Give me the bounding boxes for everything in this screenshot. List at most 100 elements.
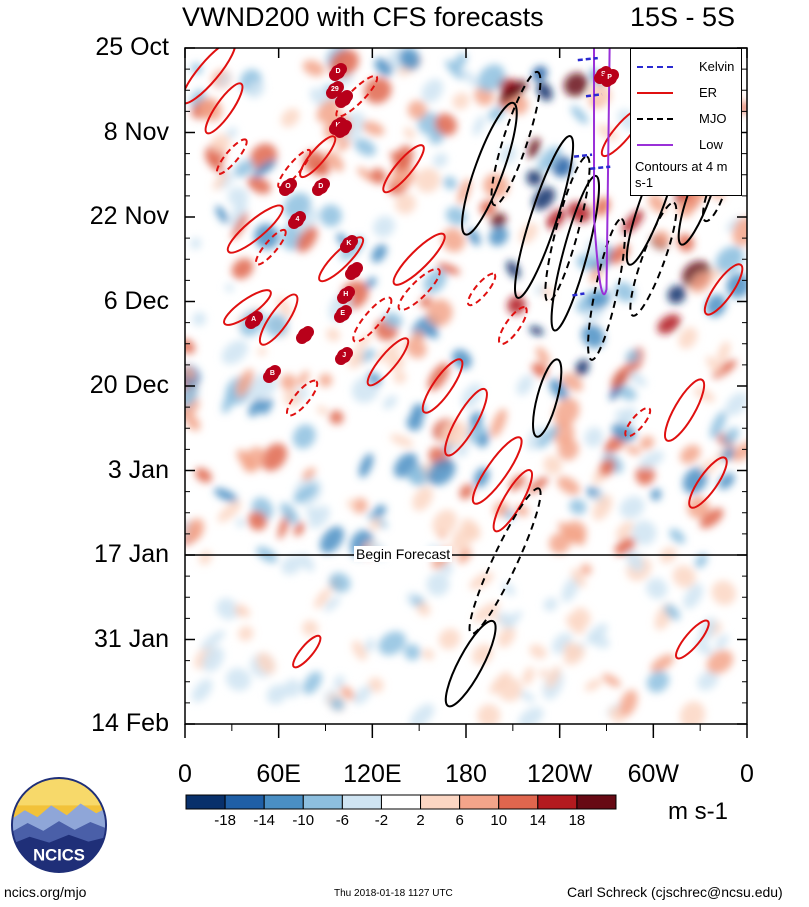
anomaly-cell	[225, 283, 234, 293]
anomaly-cell	[694, 553, 708, 569]
anomaly-cell	[722, 427, 740, 446]
colorbar-tick-label: -14	[253, 812, 276, 829]
x-tick-label: 120W	[527, 760, 593, 788]
legend-er-label: ER	[699, 85, 718, 100]
anomaly-cell	[229, 202, 248, 229]
anomaly-cell	[518, 690, 536, 703]
legend-kelvin-line	[637, 66, 673, 68]
y-tick-label: 25 Oct	[95, 33, 169, 61]
anomaly-cell	[592, 494, 613, 521]
x-tick-label: 0	[178, 760, 192, 788]
anomaly-cell	[452, 92, 470, 110]
anomaly-cell	[417, 112, 441, 135]
anomaly-cell	[507, 295, 526, 315]
anomaly-cell	[413, 330, 424, 342]
anomaly-cell	[370, 168, 387, 184]
anomaly-cell	[553, 397, 580, 427]
legend-kelvin: Kelvin	[631, 57, 743, 77]
anomaly-cell	[705, 294, 727, 317]
wave-contour	[204, 82, 244, 135]
anomaly-cell	[383, 312, 403, 328]
anomaly-cell	[639, 436, 655, 450]
anomaly-cell	[234, 604, 251, 618]
wave-contour	[544, 155, 591, 303]
anomaly-cell	[635, 464, 655, 486]
anomaly-cell	[211, 133, 231, 153]
anomaly-cell	[526, 169, 543, 186]
tropical-cyclone-icon: E	[335, 306, 350, 321]
legend-low: Low	[631, 135, 743, 155]
anomaly-cell	[221, 387, 237, 414]
anomaly-cell	[297, 370, 310, 387]
wave-contour	[254, 228, 287, 266]
anomaly-cell	[614, 281, 636, 303]
anomaly-cell	[589, 633, 610, 649]
tropical-cyclone-icon: J	[337, 348, 352, 363]
colorbar-swatch	[459, 794, 500, 810]
anomaly-cell	[501, 80, 528, 100]
anomaly-cell	[213, 488, 238, 503]
anomaly-cell	[615, 521, 634, 540]
anomaly-cell	[403, 644, 421, 661]
legend-low-label: Low	[699, 137, 723, 152]
anomaly-cell	[566, 614, 585, 635]
anomaly-cell	[358, 453, 374, 478]
wave-contour	[215, 138, 248, 175]
anomaly-cell	[319, 204, 342, 227]
low-frequency-contour	[593, 48, 611, 296]
anomaly-cell	[653, 230, 670, 248]
anomaly-cell	[190, 237, 202, 250]
wave-contour	[550, 174, 601, 332]
anomaly-cell	[526, 426, 544, 451]
anomaly-cell	[352, 497, 368, 514]
colorbar-tick-label: 10	[490, 812, 508, 829]
y-tick-label: 3 Jan	[107, 455, 169, 484]
anomaly-cell	[212, 173, 228, 191]
chart-title: VWND200 with CFS forecasts	[182, 2, 544, 32]
anomaly-cell	[650, 654, 675, 673]
begin-forecast-label: Begin Forecast	[354, 546, 453, 562]
anomaly-cell	[678, 327, 698, 349]
anomaly-cell	[540, 285, 554, 299]
anomaly-cell	[231, 212, 249, 240]
colorbar	[185, 794, 617, 810]
anomaly-cell	[571, 568, 586, 588]
anomaly-cell	[683, 583, 704, 609]
anomaly-cell	[369, 517, 381, 531]
anomaly-cell	[609, 243, 630, 265]
anomaly-cell	[354, 138, 377, 157]
kelvin-contour	[573, 153, 593, 158]
legend-low-line	[637, 144, 673, 146]
anomaly-cell	[563, 72, 589, 97]
anomaly-cell	[283, 192, 311, 220]
anomaly-cell	[280, 374, 297, 391]
colorbar-swatch	[537, 794, 578, 810]
anomaly-cell	[584, 678, 603, 692]
anomaly-cell	[706, 356, 722, 374]
anomaly-cell	[496, 676, 523, 702]
colorbar-swatch	[263, 794, 304, 810]
anomaly-cell	[409, 703, 435, 724]
anomaly-cell	[516, 374, 534, 396]
chart-region: 15S - 5S	[630, 2, 736, 32]
anomaly-cell	[371, 244, 387, 263]
anomaly-cell	[490, 408, 507, 438]
anomaly-cell	[706, 650, 734, 674]
colorbar-swatch	[302, 794, 343, 810]
anomaly-cell	[238, 626, 254, 642]
anomaly-cell	[393, 371, 407, 384]
anomaly-cell	[679, 701, 706, 724]
anomaly-cell	[415, 168, 441, 193]
anomaly-cell	[235, 518, 246, 528]
anomaly-cell	[584, 427, 604, 448]
wave-contour	[492, 469, 533, 533]
wave-contour	[292, 634, 322, 669]
anomaly-cell	[364, 277, 377, 289]
x-tick-label: 60W	[627, 760, 680, 788]
footer-timestamp: Thu 2018-01-18 1127 UTC	[334, 888, 453, 899]
anomaly-cell	[316, 405, 329, 416]
anomaly-cell	[293, 484, 318, 503]
wave-contour	[226, 204, 284, 254]
anomaly-cell	[192, 312, 207, 327]
wave-contour	[466, 272, 497, 307]
